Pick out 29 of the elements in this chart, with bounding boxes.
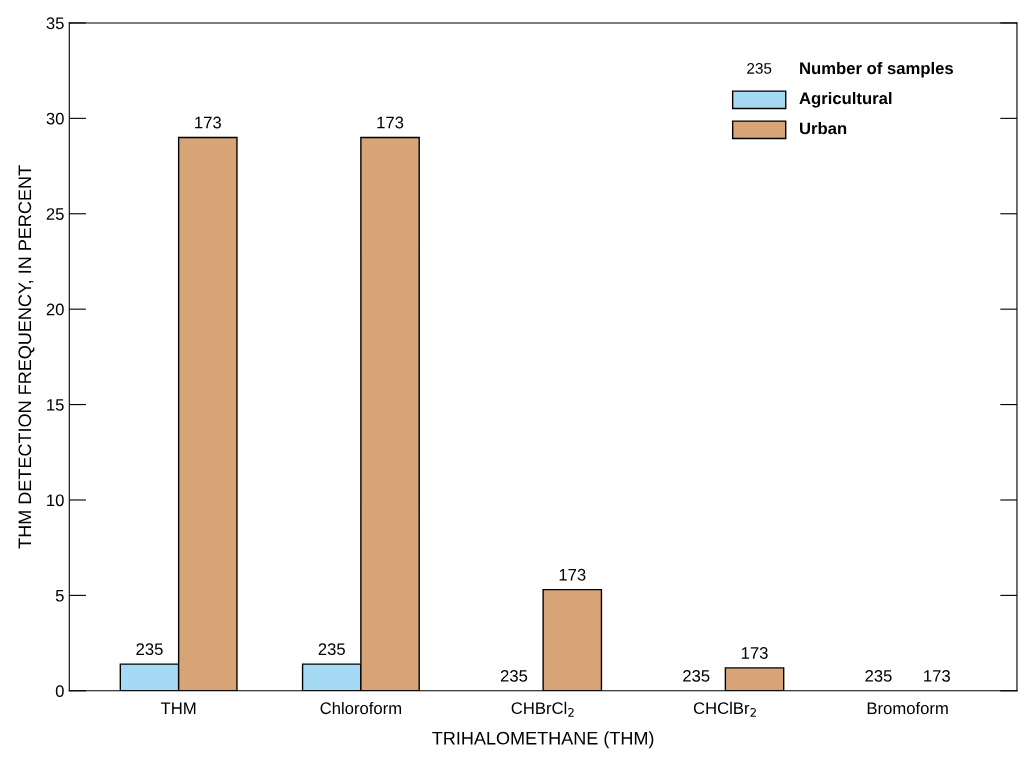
y-tick-label: 35 xyxy=(46,17,64,30)
annotation: 173 xyxy=(377,116,404,129)
x-tick-label: Chloroform xyxy=(320,701,401,715)
y-tick-label: 25 xyxy=(46,208,64,220)
annotation: 173 xyxy=(195,116,221,129)
x-tick-label: CHBrCl$_{2}$ xyxy=(511,701,574,717)
x-tick-label: THM xyxy=(160,702,196,714)
annotation: 235 xyxy=(136,643,163,656)
legend-title: Number of samples xyxy=(800,61,953,78)
annotation: 173 xyxy=(741,647,768,659)
y-tick-label: 30 xyxy=(46,112,64,125)
y-tick-label: 10 xyxy=(47,494,64,507)
annotation: 173 xyxy=(924,669,950,682)
x-tick-label: Bromoform xyxy=(867,701,948,715)
y-tick-label: 5 xyxy=(55,589,64,602)
y-tick-label: 15 xyxy=(47,399,64,411)
legend-label: Urban xyxy=(800,122,847,135)
x-axis-title: TRIHALOMETHANE (THM) xyxy=(432,731,654,749)
annotation: 235 xyxy=(318,643,345,656)
x-tick-label: CHClBr$_{2}$ xyxy=(693,701,756,717)
annotation: 235 xyxy=(865,669,892,682)
annotation: 235 xyxy=(747,62,772,74)
annotation: 235 xyxy=(500,669,528,682)
y-axis-title: THM DETECTION FREQUENCY, IN PERCENT xyxy=(18,165,35,549)
annotation: 235 xyxy=(683,669,710,682)
y-tick-label: 0 xyxy=(55,685,64,697)
y-tick-label: 20 xyxy=(46,303,64,316)
legend-label: Agricultural xyxy=(799,91,892,108)
annotation: 173 xyxy=(559,568,586,581)
